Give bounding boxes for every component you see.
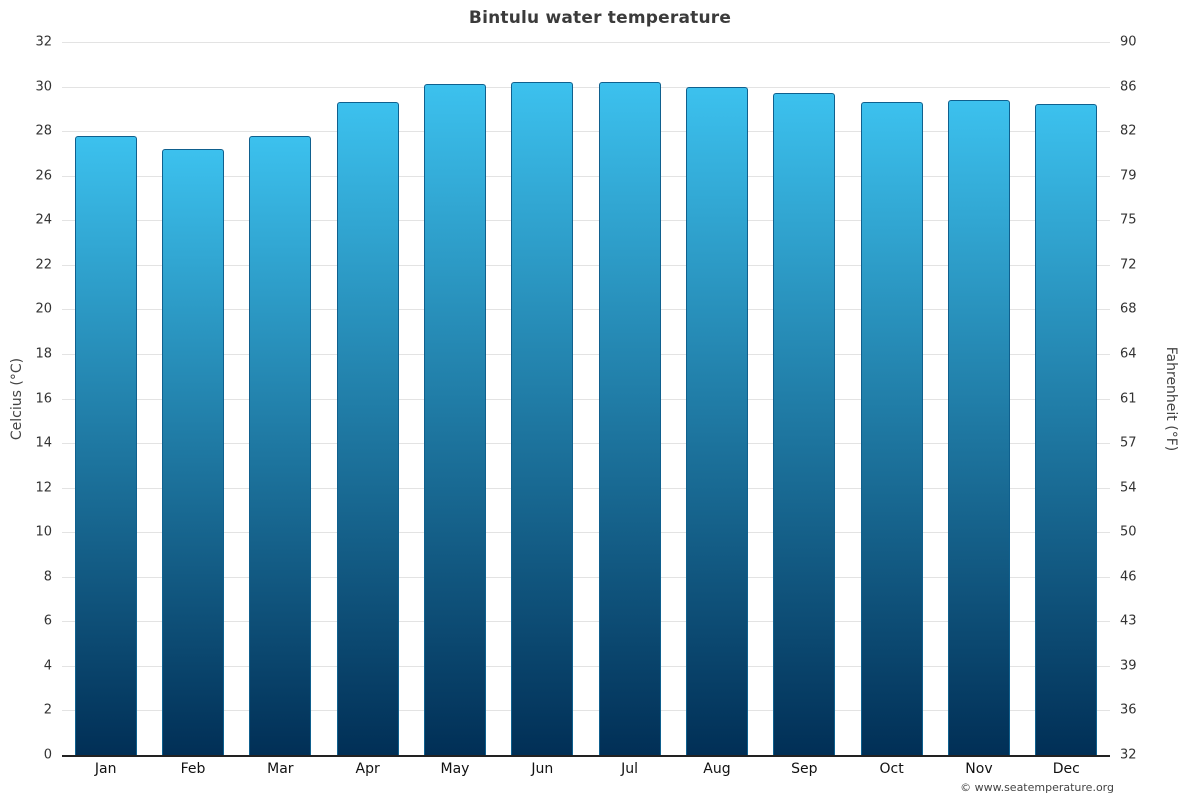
x-axis-labels: Jan Feb Mar Apr May Jun Jul Aug Sep Oct Nov Dec — [62, 761, 1110, 777]
gridline — [62, 175, 1110, 177]
x-tick-label: Sep — [791, 761, 818, 777]
x-tick-label: Dec — [1052, 761, 1080, 777]
y-tick-label-right: 86 — [1120, 79, 1137, 95]
gridline — [62, 86, 1110, 88]
gridline — [62, 576, 1110, 578]
gridline — [62, 131, 1110, 133]
bar-sep — [773, 93, 836, 755]
y-tick-label-left: 28 — [35, 123, 52, 139]
y-tick-label-left: 0 — [43, 747, 52, 763]
x-tick-label: Apr — [355, 761, 380, 777]
y-tick-label-right: 90 — [1120, 34, 1137, 50]
y-tick-label-left: 22 — [35, 257, 52, 273]
gridline — [62, 532, 1110, 534]
y-tick-label-left: 16 — [35, 391, 52, 406]
bar-slot — [1023, 42, 1110, 755]
y-tick-label-right: 57 — [1120, 435, 1137, 451]
gridlines-layer — [62, 42, 1110, 755]
y-tick-label-left: 6 — [43, 613, 52, 629]
y-tick-label-right: 79 — [1120, 168, 1137, 184]
y-tick-label-left: 4 — [43, 658, 52, 674]
plot-area — [62, 42, 1110, 757]
gridline — [62, 665, 1110, 667]
bar-jul — [598, 82, 661, 755]
x-tick-label: May — [440, 761, 470, 777]
y-tick-label-right: 82 — [1120, 123, 1137, 139]
gridline — [62, 42, 1110, 43]
gridline — [62, 220, 1110, 222]
bar-slot — [237, 42, 324, 755]
y-tick-label-left: 24 — [35, 212, 52, 228]
y-tick-label-right: 75 — [1120, 212, 1137, 228]
y-tick-label-left: 12 — [35, 480, 52, 496]
y-tick-label-right: 32 — [1120, 747, 1137, 763]
x-tick-label: Aug — [703, 761, 731, 777]
bar-slot — [411, 42, 498, 755]
y-tick-label-left: 14 — [35, 435, 52, 451]
bar-slot — [848, 42, 935, 755]
x-tick-label: Jul — [621, 761, 639, 777]
x-tick-label: Nov — [965, 761, 993, 777]
bar-jun — [511, 82, 574, 755]
x-tick-label: Jun — [531, 761, 554, 777]
bar-slot — [149, 42, 236, 755]
gridline — [62, 398, 1110, 400]
bar-mar — [249, 135, 312, 755]
gridline — [62, 309, 1110, 311]
y-tick-label-right: 72 — [1120, 257, 1137, 273]
x-tick-label: Jan — [94, 761, 117, 777]
x-tick-label: Mar — [267, 761, 294, 777]
bar-dec — [1035, 104, 1098, 755]
bar-oct — [860, 102, 923, 755]
y-tick-label-left: 18 — [35, 346, 52, 362]
bar-apr — [336, 102, 399, 755]
y-tick-label-right: 39 — [1120, 658, 1137, 674]
gridline — [62, 264, 1110, 266]
y-axis-right: 32 36 39 43 46 50 54 57 61 64 68 72 75 79 82 86 90 — [1120, 36, 1166, 762]
y-tick-label-right: 50 — [1120, 524, 1137, 540]
y-tick-label-left: 20 — [35, 301, 52, 317]
x-tick-label: Oct — [879, 761, 904, 777]
bar-slot — [761, 42, 848, 755]
y-tick-label-right: 43 — [1120, 613, 1137, 629]
y-tick-label-left: 10 — [35, 524, 52, 540]
gridline — [62, 443, 1110, 445]
y-tick-label-left: 8 — [43, 569, 52, 585]
bars-layer — [62, 42, 1110, 755]
y-tick-label-left: 2 — [43, 702, 52, 718]
chart-title: Bintulu water temperature — [468, 8, 732, 28]
y-tick-label-right: 36 — [1120, 702, 1137, 718]
bar-slot — [586, 42, 673, 755]
x-tick-label: Feb — [180, 761, 206, 777]
attribution: © www.seatemperature.org — [960, 781, 1114, 794]
bar-slot — [499, 42, 586, 755]
y-tick-label-left: 30 — [35, 79, 52, 95]
bar-slot — [62, 42, 149, 755]
bar-slot — [324, 42, 411, 755]
gridline — [62, 621, 1110, 623]
bar-feb — [161, 148, 224, 755]
gridline — [62, 353, 1110, 355]
bar-slot — [673, 42, 760, 755]
bar-aug — [685, 86, 748, 755]
y-tick-label-left: 26 — [35, 168, 52, 184]
y-tick-label-right: 46 — [1120, 569, 1137, 585]
bar-slot — [935, 42, 1022, 755]
bar-nov — [947, 99, 1010, 755]
gridline — [62, 487, 1110, 489]
bar-jan — [74, 135, 137, 755]
y-tick-label-right: 68 — [1120, 301, 1137, 317]
y-axis-left: 0 2 4 6 8 10 12 14 16 18 20 22 24 26 28 30 32 — [0, 36, 52, 762]
y-tick-label-right: 64 — [1120, 346, 1137, 362]
bar-may — [423, 84, 486, 755]
y-tick-label-right: 61 — [1120, 391, 1137, 406]
y-tick-label-right: 54 — [1120, 480, 1137, 496]
y-tick-label-left: 32 — [35, 34, 52, 50]
gridline — [62, 710, 1110, 712]
